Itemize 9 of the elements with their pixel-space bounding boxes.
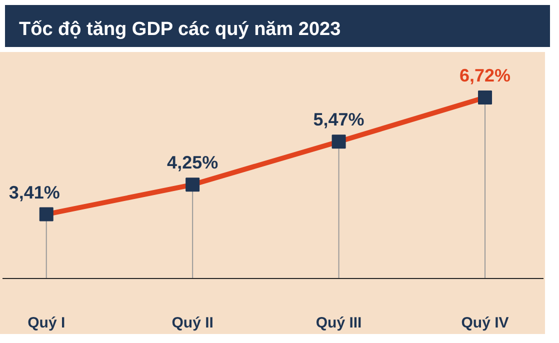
- x-tick-label: Quý III: [316, 314, 362, 332]
- x-tick-label: Quý IV: [461, 314, 509, 332]
- data-label: 6,72%: [459, 66, 511, 86]
- data-label: 4,25%: [167, 152, 218, 173]
- data-label: 3,41%: [8, 182, 60, 202]
- x-tick-label: Quý II: [172, 314, 214, 332]
- chart-title: Tốc độ tăng GDP các quý năm 2023: [19, 18, 341, 42]
- data-label: 5,47%: [313, 110, 364, 130]
- x-tick-label: Quý I: [28, 314, 66, 332]
